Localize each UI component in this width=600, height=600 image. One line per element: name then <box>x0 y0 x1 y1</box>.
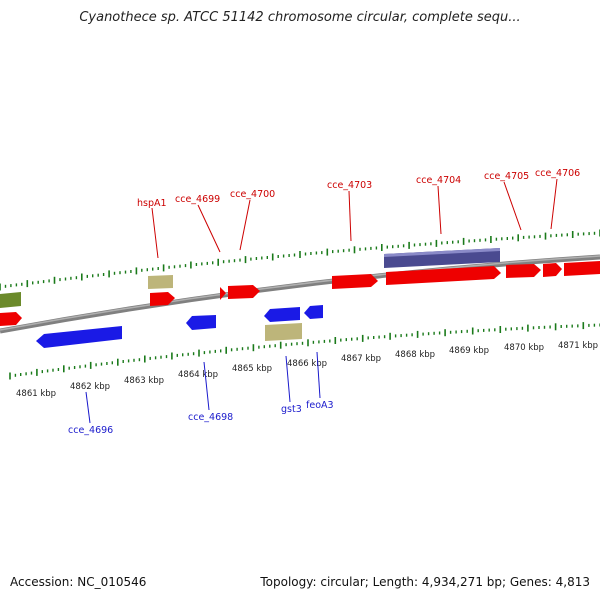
gene-arrow-forward[interactable] <box>506 264 541 278</box>
reverse-genes <box>36 305 323 348</box>
gene-arrow-forward[interactable] <box>220 287 226 300</box>
label-leader-line <box>550 178 558 230</box>
reverse-gene-labels: cce_4696 cce_4698 gst3 feoA3 <box>68 351 334 436</box>
label-leader-line <box>203 361 210 411</box>
kbp-label: 4868 kbp <box>395 350 435 360</box>
kbp-label: 4871 kbp <box>558 341 598 351</box>
gene-label-gst3[interactable]: gst3 <box>281 404 302 415</box>
label-leader-line <box>151 207 159 259</box>
map-title: Cyanothece sp. ATCC 51142 chromosome cir… <box>79 10 521 25</box>
gene-arrow-forward[interactable] <box>543 263 562 277</box>
gene-label-cce-4700[interactable]: cce_4700 <box>230 189 275 200</box>
label-leader-line <box>285 355 291 403</box>
chromosome-backbone-highlight <box>0 255 600 331</box>
kbp-label: 4869 kbp <box>449 346 489 356</box>
gene-arrow-reverse[interactable] <box>304 305 323 319</box>
gene-arrow-forward[interactable] <box>332 274 378 289</box>
gene-label-feoA3[interactable]: feoA3 <box>306 400 334 411</box>
gene-arrow-reverse[interactable] <box>264 307 300 322</box>
feature-blocks <box>0 248 500 341</box>
forward-gene-labels: hspA1 cce_4699 cce_4700 cce_4703 cce_470… <box>137 168 580 259</box>
label-leader-line <box>503 181 522 231</box>
forward-tick-row <box>0 229 600 291</box>
kbp-label: 4863 kbp <box>124 376 164 386</box>
label-leader-line <box>85 391 91 424</box>
rna-gene-block[interactable] <box>265 323 302 341</box>
kbp-label: 4870 kbp <box>504 343 544 353</box>
kbp-scale: 4861 kbp 4862 kbp 4863 kbp 4864 kbp 4865… <box>16 341 598 399</box>
label-leader-line <box>348 190 352 242</box>
gene-label-cce-4705[interactable]: cce_4705 <box>484 171 529 182</box>
genome-summary-text: Topology: circular; Length: 4,934,271 bp… <box>260 575 590 589</box>
gene-label-hspA1[interactable]: hspA1 <box>137 198 167 209</box>
label-leader-line <box>239 199 251 251</box>
gene-label-cce-4696[interactable]: cce_4696 <box>68 425 113 436</box>
repeat-region-bar-shade <box>384 248 500 257</box>
gene-label-cce-4703[interactable]: cce_4703 <box>327 180 372 191</box>
forward-genes <box>0 261 600 326</box>
kbp-label: 4861 kbp <box>16 389 56 399</box>
rna-gene-block[interactable] <box>148 275 173 289</box>
gene-arrow-forward[interactable] <box>228 285 260 299</box>
gene-arrow-reverse[interactable] <box>186 315 216 330</box>
accession-text: Accession: NC_010546 <box>10 575 147 589</box>
label-leader-line <box>437 185 442 235</box>
other-gene-block[interactable] <box>0 292 21 308</box>
kbp-label: 4867 kbp <box>341 354 381 364</box>
gene-label-cce-4704[interactable]: cce_4704 <box>416 175 461 186</box>
gene-arrow-forward[interactable] <box>386 266 501 285</box>
kbp-label: 4866 kbp <box>287 359 327 369</box>
gene-arrow-forward[interactable] <box>0 312 22 326</box>
kbp-label: 4862 kbp <box>70 382 110 392</box>
gene-arrow-forward[interactable] <box>150 292 175 306</box>
label-leader-line <box>197 204 221 253</box>
chromosome-backbone <box>0 254 600 334</box>
gene-arrow-forward[interactable] <box>564 261 600 276</box>
kbp-label: 4865 kbp <box>232 364 272 374</box>
gene-label-cce-4698[interactable]: cce_4698 <box>188 412 233 423</box>
gene-label-cce-4706[interactable]: cce_4706 <box>535 168 580 179</box>
reverse-tick-row <box>9 322 600 380</box>
gene-label-cce-4699[interactable]: cce_4699 <box>175 194 220 205</box>
kbp-label: 4864 kbp <box>178 370 218 380</box>
label-leader-line <box>316 351 321 399</box>
gene-arrow-reverse[interactable] <box>36 326 122 348</box>
